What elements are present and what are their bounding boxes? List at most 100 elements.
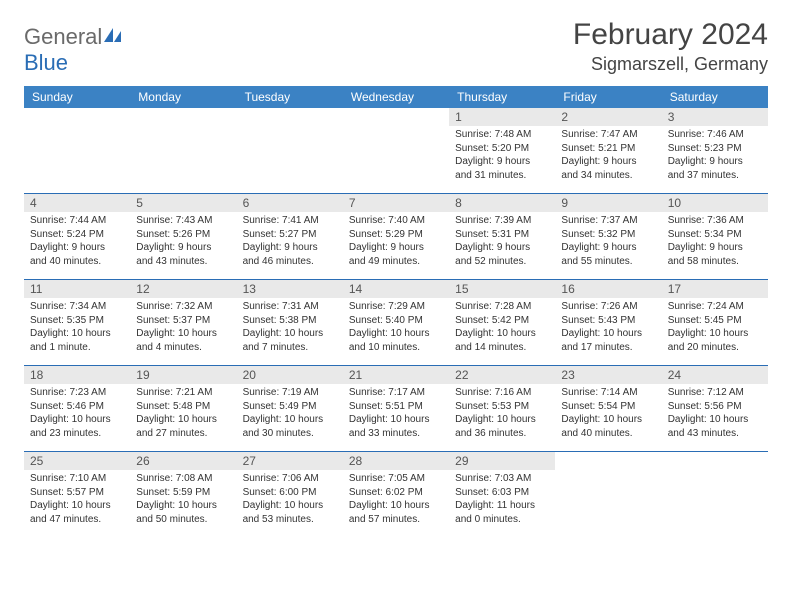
day-number: 9 — [555, 194, 661, 212]
day-line: Daylight: 11 hours — [455, 499, 549, 513]
day-cell — [130, 108, 236, 193]
day-body: Sunrise: 7:47 AMSunset: 5:21 PMDaylight:… — [555, 126, 661, 186]
day-cell: 15Sunrise: 7:28 AMSunset: 5:42 PMDayligh… — [449, 280, 555, 365]
day-body: Sunrise: 7:36 AMSunset: 5:34 PMDaylight:… — [662, 212, 768, 272]
logo-sail-icon — [104, 24, 122, 50]
day-line: Daylight: 9 hours — [561, 155, 655, 169]
day-line: Sunrise: 7:47 AM — [561, 128, 655, 142]
day-line: Sunset: 6:03 PM — [455, 486, 549, 500]
day-line: Sunrise: 7:17 AM — [349, 386, 443, 400]
day-line: Sunset: 5:26 PM — [136, 228, 230, 242]
day-cell — [662, 452, 768, 537]
day-line: Daylight: 9 hours — [668, 241, 762, 255]
day-header: Monday — [130, 86, 236, 108]
day-cell: 14Sunrise: 7:29 AMSunset: 5:40 PMDayligh… — [343, 280, 449, 365]
day-line: Sunset: 5:27 PM — [243, 228, 337, 242]
day-line: Sunrise: 7:06 AM — [243, 472, 337, 486]
header: GeneralBlue February 2024 Sigmarszell, G… — [24, 18, 768, 76]
day-line: Sunset: 5:48 PM — [136, 400, 230, 414]
day-line: Sunrise: 7:41 AM — [243, 214, 337, 228]
day-line: Sunset: 5:38 PM — [243, 314, 337, 328]
day-body: Sunrise: 7:40 AMSunset: 5:29 PMDaylight:… — [343, 212, 449, 272]
day-line: and 49 minutes. — [349, 255, 443, 269]
day-number: 7 — [343, 194, 449, 212]
day-line: Daylight: 10 hours — [668, 327, 762, 341]
day-line: and 10 minutes. — [349, 341, 443, 355]
day-line: and 23 minutes. — [30, 427, 124, 441]
day-line: Sunset: 5:29 PM — [349, 228, 443, 242]
day-line: Daylight: 9 hours — [455, 155, 549, 169]
logo-text-1: General — [24, 24, 102, 49]
day-cell: 11Sunrise: 7:34 AMSunset: 5:35 PMDayligh… — [24, 280, 130, 365]
day-cell: 26Sunrise: 7:08 AMSunset: 5:59 PMDayligh… — [130, 452, 236, 537]
day-line: Sunrise: 7:24 AM — [668, 300, 762, 314]
day-cell: 28Sunrise: 7:05 AMSunset: 6:02 PMDayligh… — [343, 452, 449, 537]
day-number: 10 — [662, 194, 768, 212]
day-line: and 7 minutes. — [243, 341, 337, 355]
day-cell: 16Sunrise: 7:26 AMSunset: 5:43 PMDayligh… — [555, 280, 661, 365]
day-line: Sunrise: 7:26 AM — [561, 300, 655, 314]
day-line: Sunset: 5:43 PM — [561, 314, 655, 328]
day-line: and 40 minutes. — [30, 255, 124, 269]
day-line: Daylight: 10 hours — [349, 327, 443, 341]
day-body: Sunrise: 7:28 AMSunset: 5:42 PMDaylight:… — [449, 298, 555, 358]
day-line: Sunrise: 7:37 AM — [561, 214, 655, 228]
day-line: and 37 minutes. — [668, 169, 762, 183]
day-line: and 31 minutes. — [455, 169, 549, 183]
day-cell — [343, 108, 449, 193]
day-headers-row: Sunday Monday Tuesday Wednesday Thursday… — [24, 86, 768, 108]
day-cell: 21Sunrise: 7:17 AMSunset: 5:51 PMDayligh… — [343, 366, 449, 451]
day-line: Sunrise: 7:32 AM — [136, 300, 230, 314]
day-line: and 57 minutes. — [349, 513, 443, 527]
day-body: Sunrise: 7:06 AMSunset: 6:00 PMDaylight:… — [237, 470, 343, 530]
day-number: 24 — [662, 366, 768, 384]
day-cell: 7Sunrise: 7:40 AMSunset: 5:29 PMDaylight… — [343, 194, 449, 279]
day-number: 29 — [449, 452, 555, 470]
day-line: Daylight: 9 hours — [455, 241, 549, 255]
day-line: and 55 minutes. — [561, 255, 655, 269]
day-line: Sunset: 5:45 PM — [668, 314, 762, 328]
day-line: and 34 minutes. — [561, 169, 655, 183]
day-cell — [237, 108, 343, 193]
day-line: Daylight: 10 hours — [136, 327, 230, 341]
day-number: 19 — [130, 366, 236, 384]
day-line: and 20 minutes. — [668, 341, 762, 355]
logo-text-2: Blue — [24, 50, 68, 75]
day-body: Sunrise: 7:41 AMSunset: 5:27 PMDaylight:… — [237, 212, 343, 272]
day-cell: 27Sunrise: 7:06 AMSunset: 6:00 PMDayligh… — [237, 452, 343, 537]
day-line: Sunset: 5:35 PM — [30, 314, 124, 328]
day-line: Sunset: 5:59 PM — [136, 486, 230, 500]
day-number: 8 — [449, 194, 555, 212]
day-line: and 27 minutes. — [136, 427, 230, 441]
day-line: Sunset: 5:20 PM — [455, 142, 549, 156]
day-cell: 6Sunrise: 7:41 AMSunset: 5:27 PMDaylight… — [237, 194, 343, 279]
day-line: Sunset: 5:32 PM — [561, 228, 655, 242]
day-cell — [24, 108, 130, 193]
day-line: Daylight: 10 hours — [30, 413, 124, 427]
day-line: Daylight: 10 hours — [455, 327, 549, 341]
day-number: 4 — [24, 194, 130, 212]
day-line: Sunrise: 7:23 AM — [30, 386, 124, 400]
day-cell: 23Sunrise: 7:14 AMSunset: 5:54 PMDayligh… — [555, 366, 661, 451]
day-cell: 12Sunrise: 7:32 AMSunset: 5:37 PMDayligh… — [130, 280, 236, 365]
day-line: Sunset: 6:00 PM — [243, 486, 337, 500]
day-line: and 53 minutes. — [243, 513, 337, 527]
day-cell: 9Sunrise: 7:37 AMSunset: 5:32 PMDaylight… — [555, 194, 661, 279]
day-number: 15 — [449, 280, 555, 298]
day-line: Sunrise: 7:31 AM — [243, 300, 337, 314]
day-line: and 47 minutes. — [30, 513, 124, 527]
logo: GeneralBlue — [24, 24, 122, 76]
day-line: Sunset: 5:46 PM — [30, 400, 124, 414]
week-row: 1Sunrise: 7:48 AMSunset: 5:20 PMDaylight… — [24, 108, 768, 193]
day-body: Sunrise: 7:12 AMSunset: 5:56 PMDaylight:… — [662, 384, 768, 444]
day-number: 27 — [237, 452, 343, 470]
day-cell — [555, 452, 661, 537]
day-line: and 36 minutes. — [455, 427, 549, 441]
day-line: Daylight: 10 hours — [349, 413, 443, 427]
day-line: Sunset: 5:53 PM — [455, 400, 549, 414]
day-body: Sunrise: 7:16 AMSunset: 5:53 PMDaylight:… — [449, 384, 555, 444]
day-body: Sunrise: 7:43 AMSunset: 5:26 PMDaylight:… — [130, 212, 236, 272]
day-line: Daylight: 10 hours — [561, 327, 655, 341]
day-line: Sunrise: 7:36 AM — [668, 214, 762, 228]
day-body: Sunrise: 7:32 AMSunset: 5:37 PMDaylight:… — [130, 298, 236, 358]
